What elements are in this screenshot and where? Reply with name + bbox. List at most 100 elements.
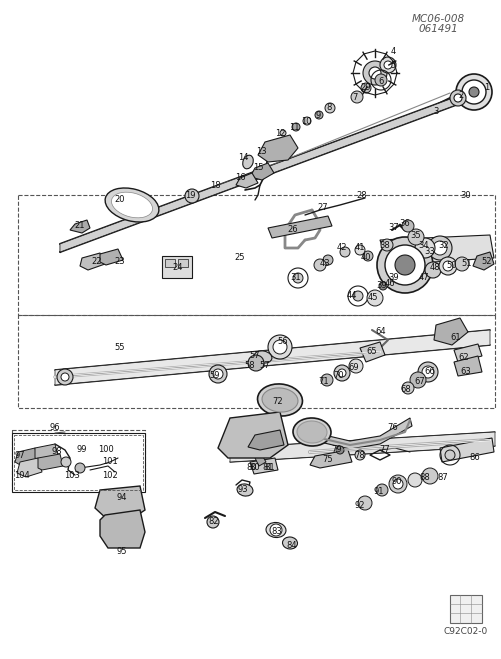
Polygon shape [80,253,105,270]
Circle shape [61,457,71,467]
Text: 16: 16 [234,173,245,183]
Text: 38: 38 [379,241,390,250]
Text: 45: 45 [367,293,377,302]
Circle shape [394,255,414,275]
Text: MC06-008: MC06-008 [411,14,463,24]
Circle shape [303,117,311,125]
Bar [162,256,191,278]
Circle shape [380,239,392,251]
Circle shape [337,369,345,377]
Text: C92C02-0: C92C02-0 [443,627,487,636]
Text: 57: 57 [249,351,260,360]
Text: 52: 52 [481,258,491,266]
Circle shape [453,94,461,102]
Circle shape [212,369,222,379]
Text: 68: 68 [400,386,410,395]
Circle shape [383,61,391,69]
Bar [12,433,145,492]
Polygon shape [217,412,288,458]
Circle shape [208,365,226,383]
Circle shape [206,516,218,528]
Text: 102: 102 [102,471,118,480]
Polygon shape [17,458,42,477]
Text: 30: 30 [460,190,470,200]
Text: 43: 43 [319,258,330,268]
Polygon shape [15,448,38,466]
Text: 96: 96 [50,424,60,432]
Bar [165,259,175,267]
Circle shape [348,359,362,373]
Ellipse shape [257,384,302,416]
Ellipse shape [236,484,253,496]
Text: 44: 44 [346,291,357,299]
Text: 103: 103 [64,471,80,480]
Circle shape [320,374,332,386]
Text: 83: 83 [271,527,282,536]
Text: 86: 86 [469,453,479,463]
Text: 22: 22 [92,258,102,266]
Text: 26: 26 [287,225,298,235]
Text: 46: 46 [384,279,394,287]
Text: 58: 58 [244,360,255,370]
Circle shape [292,123,300,131]
Text: 81: 81 [262,463,273,473]
Polygon shape [247,430,284,450]
Text: 11: 11 [288,123,299,132]
Text: 8: 8 [326,103,331,111]
Text: 7: 7 [352,92,357,101]
Circle shape [57,369,73,385]
Text: 62: 62 [458,353,468,362]
Text: 71: 71 [318,378,329,386]
Polygon shape [249,163,274,180]
Polygon shape [268,216,331,238]
Circle shape [468,87,478,97]
Circle shape [401,220,413,232]
Text: 70: 70 [333,370,344,380]
Polygon shape [255,455,266,466]
Text: 104: 104 [14,471,30,480]
Text: 13: 13 [255,148,266,156]
Circle shape [313,259,325,271]
Text: 82: 82 [208,517,219,527]
Polygon shape [302,418,411,449]
Polygon shape [35,444,58,460]
Bar [449,595,481,623]
Polygon shape [249,458,278,474]
Circle shape [401,382,413,394]
Text: 47: 47 [418,273,428,283]
Ellipse shape [282,537,297,549]
Polygon shape [229,432,494,462]
Text: 1: 1 [483,84,488,92]
Text: 66: 66 [424,368,434,376]
Polygon shape [439,438,493,462]
Circle shape [185,189,198,203]
Circle shape [335,446,343,454]
Polygon shape [60,88,479,252]
Circle shape [384,245,424,285]
Text: 9: 9 [315,111,320,121]
Circle shape [444,450,454,460]
Circle shape [293,273,303,283]
Ellipse shape [111,192,152,218]
Circle shape [378,282,386,290]
Circle shape [449,90,465,106]
Circle shape [354,245,364,255]
Ellipse shape [293,418,330,446]
Circle shape [352,291,362,301]
Text: 87: 87 [437,474,447,482]
Text: 69: 69 [348,364,359,372]
Circle shape [314,111,322,119]
Circle shape [339,247,349,257]
Bar [178,259,188,267]
Circle shape [368,67,380,79]
Ellipse shape [297,421,326,443]
Text: 55: 55 [115,343,125,353]
Circle shape [392,479,402,489]
Text: 98: 98 [52,447,62,457]
Circle shape [417,362,437,382]
Circle shape [461,80,485,104]
Text: 80: 80 [246,463,257,473]
Circle shape [280,130,286,136]
Text: 2: 2 [457,92,463,101]
Circle shape [362,251,372,261]
